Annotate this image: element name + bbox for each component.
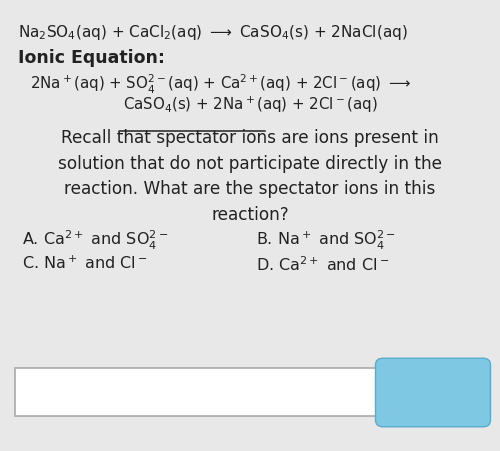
Text: Enter: Enter — [407, 383, 459, 402]
Text: Ionic Equation:: Ionic Equation: — [18, 49, 165, 67]
Text: Na$_2$SO$_4$(aq) + CaCl$_2$(aq) $\longrightarrow$ CaSO$_4$(s) + 2NaCl(aq): Na$_2$SO$_4$(aq) + CaCl$_2$(aq) $\longri… — [18, 23, 407, 42]
Text: D. Ca$^{2+}$ and Cl$^-$: D. Ca$^{2+}$ and Cl$^-$ — [256, 255, 390, 274]
Text: B. Na$^+$ and SO$_4^{2-}$: B. Na$^+$ and SO$_4^{2-}$ — [256, 229, 396, 252]
Text: C. Na$^+$ and Cl$^-$: C. Na$^+$ and Cl$^-$ — [22, 255, 148, 272]
Text: A. Ca$^{2+}$ and SO$_4^{2-}$: A. Ca$^{2+}$ and SO$_4^{2-}$ — [22, 229, 168, 252]
Text: 2Na$^+$(aq) + SO$_4^{2-}$(aq) + Ca$^{2+}$(aq) + 2Cl$^-$(aq) $\longrightarrow$: 2Na$^+$(aq) + SO$_4^{2-}$(aq) + Ca$^{2+}… — [30, 73, 411, 96]
Text: CaSO$_4$(s) + 2Na$^+$(aq) + 2Cl$^-$(aq): CaSO$_4$(s) + 2Na$^+$(aq) + 2Cl$^-$(aq) — [122, 95, 378, 115]
Text: Recall that spectator ions are ions present in
solution that do not participate : Recall that spectator ions are ions pres… — [58, 129, 442, 224]
